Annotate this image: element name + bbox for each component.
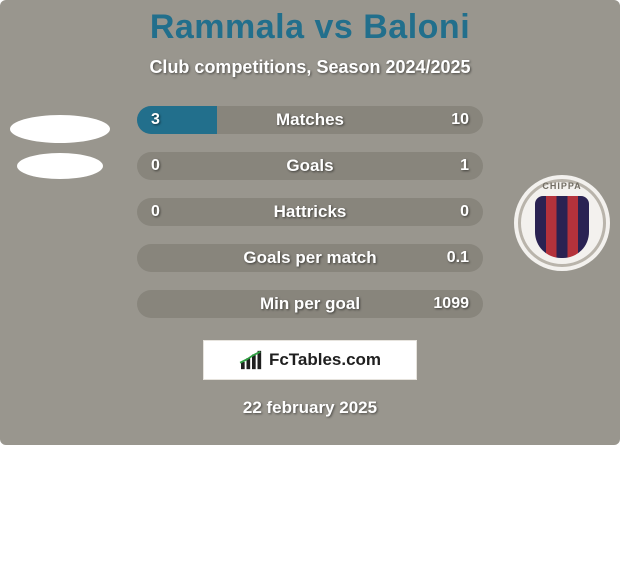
page-title: Rammala vs Baloni xyxy=(0,0,620,47)
crest-text: CHIPPA xyxy=(514,181,610,191)
brand-box: FcTables.com xyxy=(203,340,417,380)
stat-label: Hattricks xyxy=(137,202,483,222)
stat-right-value: 0 xyxy=(460,203,469,221)
stat-bar: 3Matches10 xyxy=(137,106,483,134)
crest-ring-icon xyxy=(518,179,606,267)
stat-label: Goals per match xyxy=(137,248,483,268)
crest-shield-icon xyxy=(535,196,589,258)
stat-right-value: 10 xyxy=(451,111,469,129)
stat-right-value: 1 xyxy=(460,157,469,175)
stat-bar: Min per goal1099 xyxy=(137,290,483,318)
stat-bars: 3Matches100Goals10Hattricks0Goals per ma… xyxy=(137,106,483,318)
stat-bar: 0Goals1 xyxy=(137,152,483,180)
stat-bar: Goals per match0.1 xyxy=(137,244,483,272)
stat-right-value: 1099 xyxy=(433,295,469,313)
brand-text: FcTables.com xyxy=(269,350,381,370)
club-crest-icon: CHIPPA xyxy=(514,175,610,271)
date-text: 22 february 2025 xyxy=(0,398,620,418)
stat-label: Goals xyxy=(137,156,483,176)
placeholder-ellipse-icon xyxy=(17,153,103,179)
right-player-badge: CHIPPA xyxy=(514,175,610,271)
stat-right-value: 0.1 xyxy=(447,249,469,267)
bars-chart-icon xyxy=(239,349,265,371)
left-player-badges xyxy=(10,115,110,179)
placeholder-ellipse-icon xyxy=(10,115,110,143)
stat-bar: 0Hattricks0 xyxy=(137,198,483,226)
subtitle: Club competitions, Season 2024/2025 xyxy=(0,57,620,78)
stat-label: Matches xyxy=(137,110,483,130)
infographic-card: Rammala vs Baloni Club competitions, Sea… xyxy=(0,0,620,445)
stat-label: Min per goal xyxy=(137,294,483,314)
